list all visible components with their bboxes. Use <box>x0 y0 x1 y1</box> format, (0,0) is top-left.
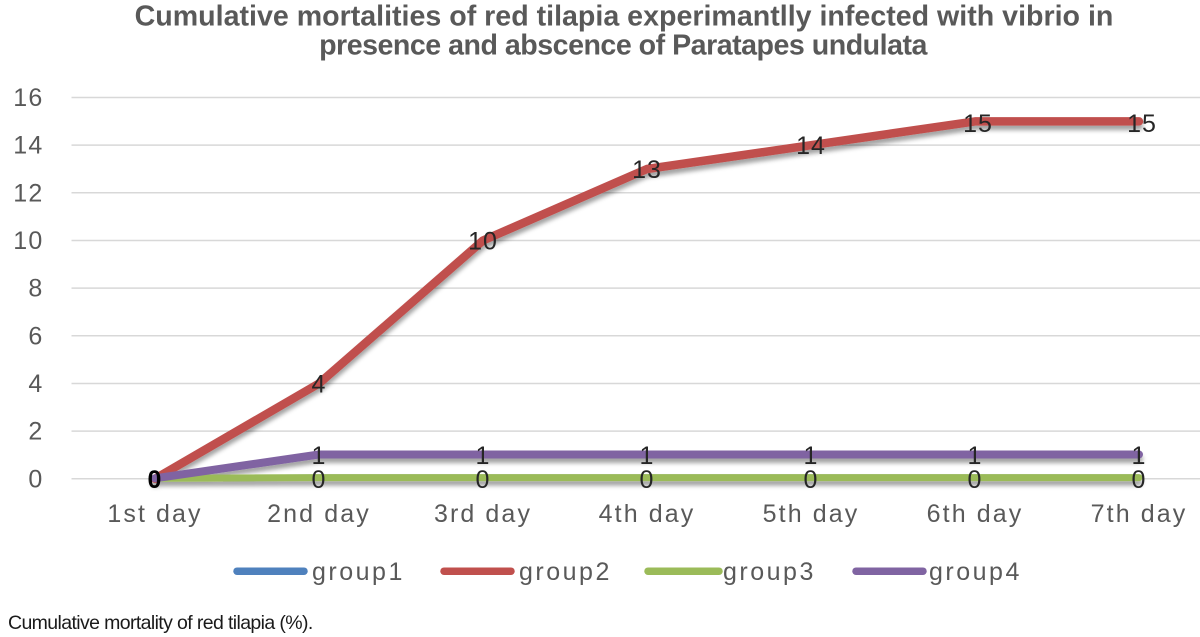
svg-text:14: 14 <box>13 132 43 160</box>
svg-text:1: 1 <box>476 442 491 470</box>
svg-text:15: 15 <box>963 110 993 138</box>
svg-text:1: 1 <box>640 442 655 470</box>
svg-text:8: 8 <box>28 275 43 303</box>
svg-text:6: 6 <box>28 322 43 350</box>
svg-text:12: 12 <box>13 179 43 207</box>
svg-text:13: 13 <box>632 156 662 184</box>
svg-text:group1: group1 <box>312 558 405 586</box>
svg-text:10: 10 <box>13 227 43 255</box>
svg-text:0: 0 <box>148 466 163 494</box>
svg-text:14: 14 <box>796 132 826 160</box>
svg-text:2: 2 <box>28 418 43 446</box>
svg-text:2nd day: 2nd day <box>267 500 371 528</box>
svg-text:4th day: 4th day <box>599 500 696 528</box>
svg-text:3rd day: 3rd day <box>434 500 532 528</box>
svg-text:1: 1 <box>1132 442 1147 470</box>
svg-text:16: 16 <box>13 84 43 112</box>
svg-text:10: 10 <box>468 228 498 256</box>
svg-text:group3: group3 <box>723 558 816 586</box>
svg-text:7th day: 7th day <box>1091 500 1188 528</box>
svg-text:group4: group4 <box>929 558 1022 586</box>
svg-text:4: 4 <box>28 370 43 398</box>
svg-text:15: 15 <box>1127 110 1157 138</box>
svg-text:6th day: 6th day <box>927 500 1024 528</box>
svg-text:1st day: 1st day <box>107 500 202 528</box>
svg-text:0: 0 <box>28 465 43 493</box>
svg-text:5th day: 5th day <box>763 500 860 528</box>
svg-text:1: 1 <box>312 442 327 470</box>
svg-text:presence and abscence of Parat: presence and abscence of Paratapes undul… <box>319 30 928 62</box>
svg-text:0: 0 <box>968 466 983 494</box>
svg-text:0: 0 <box>640 466 655 494</box>
svg-text:0: 0 <box>312 466 327 494</box>
svg-text:0: 0 <box>1132 466 1147 494</box>
svg-text:0: 0 <box>804 466 819 494</box>
svg-text:4: 4 <box>312 371 327 399</box>
svg-text:1: 1 <box>804 442 819 470</box>
svg-text:1: 1 <box>968 442 983 470</box>
svg-text:Cumulative mortality of red ti: Cumulative mortality of red tilapia (%). <box>8 612 313 634</box>
svg-text:group2: group2 <box>519 558 612 586</box>
svg-text:Cumulative mortalities of red: Cumulative mortalities of red tilapia ex… <box>135 1 1114 33</box>
svg-text:0: 0 <box>476 466 491 494</box>
